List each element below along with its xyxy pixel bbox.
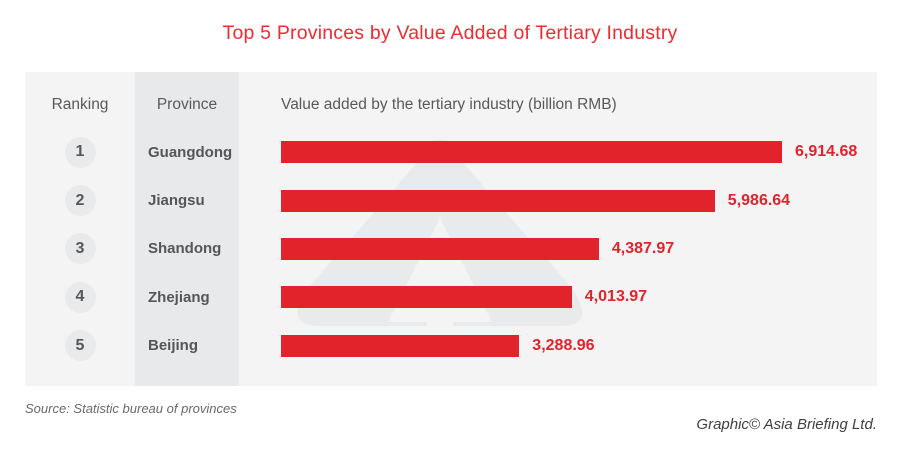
province-label: Zhejiang (148, 288, 210, 306)
rank-number: 3 (75, 239, 85, 257)
province-label: Jiangsu (148, 192, 205, 210)
value-bar (281, 141, 782, 164)
value-bar (281, 189, 715, 212)
rank-cell: 4 (25, 281, 135, 313)
bar-cell: 4,013.97 (239, 286, 877, 309)
table-row: 4 Zhejiang 4,013.97 (25, 273, 877, 321)
province-header: Province (156, 96, 218, 113)
source-note: Source: Statistic bureau of provinces (25, 401, 237, 416)
rank-cell: 2 (25, 185, 135, 217)
rank-badge: 2 (64, 185, 96, 217)
rank-number: 4 (75, 288, 85, 306)
rank-cell: 5 (25, 330, 135, 362)
table-row: 2 Jiangsu 5,986.64 (25, 176, 877, 224)
bar-cell: 4,387.97 (239, 237, 877, 260)
rank-cell: 3 (25, 233, 135, 265)
value-label: 3,288.96 (532, 336, 595, 354)
rank-cell: 1 (25, 136, 135, 168)
bar-cell: 6,914.68 (239, 141, 877, 164)
rank-badge: 5 (64, 330, 96, 362)
chart-panel: Ranking Province Value added by the tert… (25, 72, 877, 386)
graphic-credit: Graphic© Asia Briefing Ltd. (696, 416, 877, 433)
value-label: 6,914.68 (795, 143, 858, 161)
value-label: 4,013.97 (584, 288, 648, 306)
rank-badge: 1 (64, 136, 96, 168)
table-header: Ranking Province Value added by the tert… (25, 96, 877, 114)
value-axis-header: Value added by the tertiary industry (bi… (281, 96, 617, 113)
rank-number: 5 (75, 336, 85, 354)
value-bar (281, 237, 599, 260)
province-label: Beijing (148, 337, 199, 355)
rank-number: 1 (75, 143, 85, 161)
rank-badge: 3 (64, 233, 96, 265)
bar-cell: 5,986.64 (239, 189, 877, 212)
value-bar (281, 286, 572, 309)
table-row: 3 Shandong 4,387.97 (25, 225, 877, 273)
province-column-background (135, 72, 239, 386)
chart-rows: 1 Guangdong 6,914.68 2 Jiangsu (25, 128, 877, 370)
province-label: Shandong (148, 240, 222, 258)
table-row: 1 Guangdong 6,914.68 (25, 128, 877, 176)
value-bar (281, 334, 520, 357)
province-label: Guangdong (148, 143, 233, 161)
rank-number: 2 (75, 191, 85, 209)
bar-cell: 3,288.96 (239, 334, 877, 357)
chart-title: Top 5 Provinces by Value Added of Tertia… (222, 22, 678, 44)
value-label: 4,387.97 (611, 239, 675, 257)
rank-badge: 4 (64, 281, 96, 313)
value-label: 5,986.64 (727, 191, 791, 209)
ranking-header: Ranking (51, 96, 109, 113)
table-row: 5 Beijing 3,288.96 (25, 322, 877, 370)
